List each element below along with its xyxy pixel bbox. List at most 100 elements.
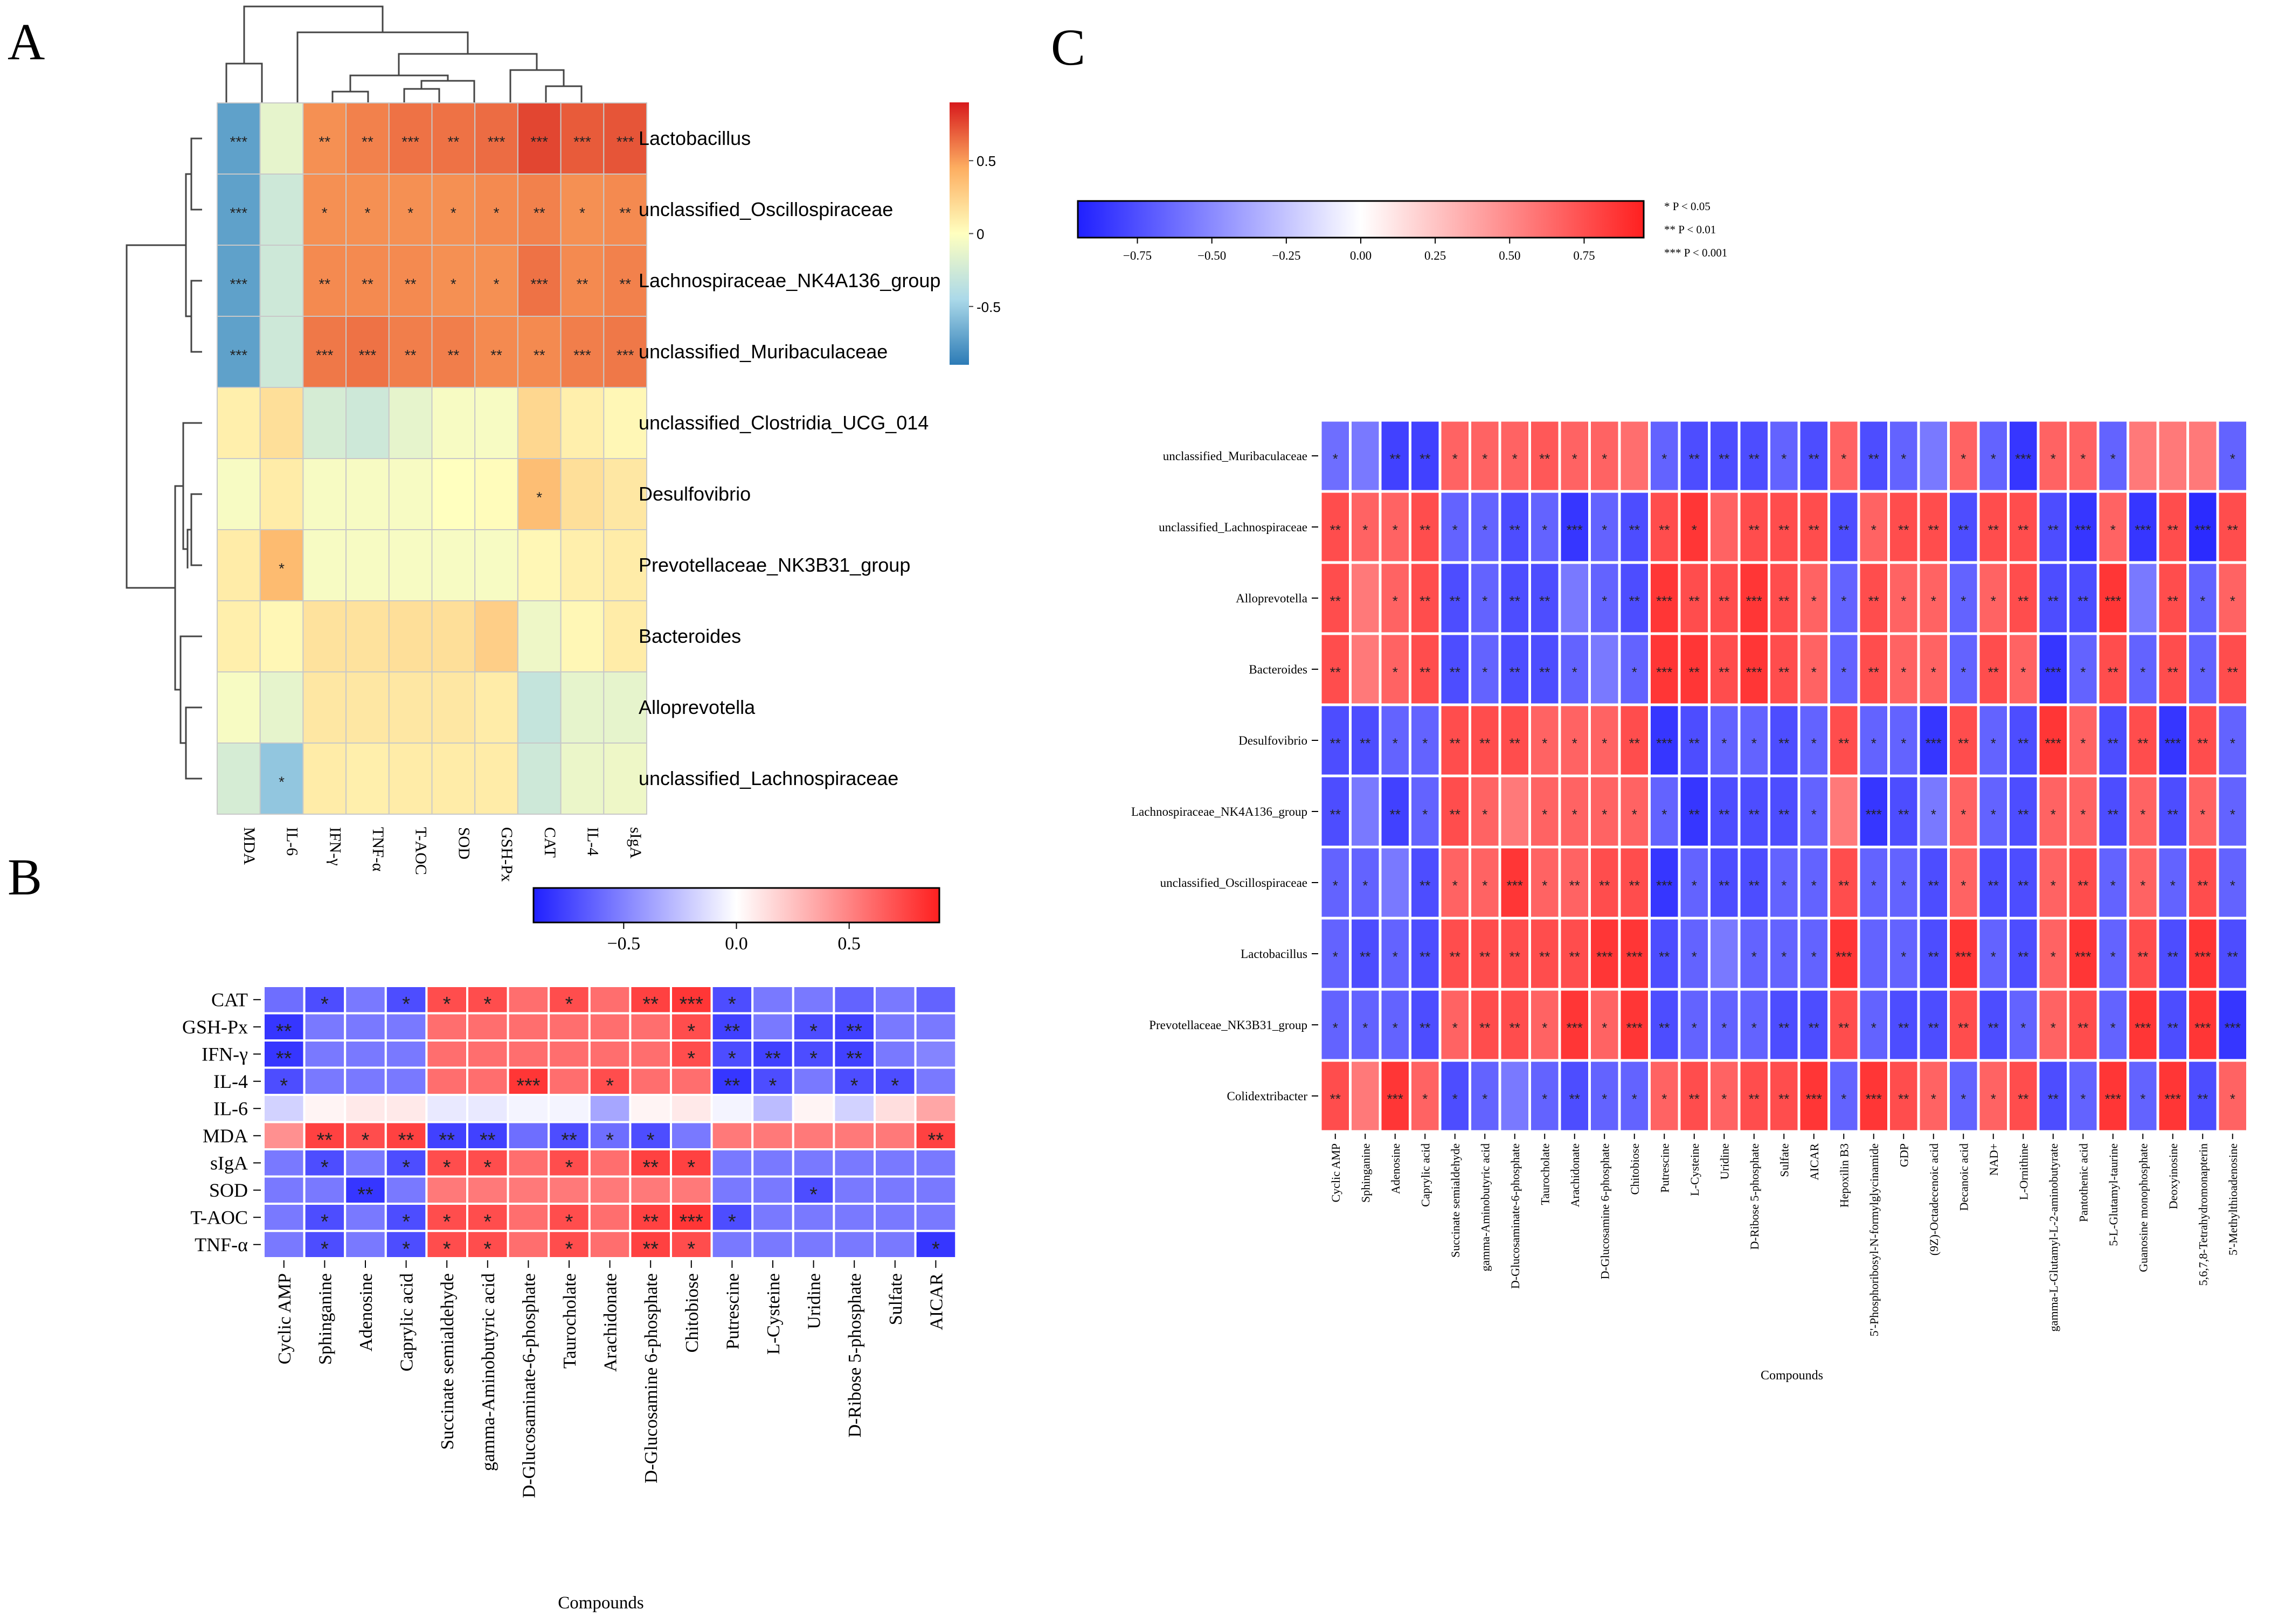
column-label: IL-4 xyxy=(584,827,601,856)
significance-mark: * xyxy=(1781,450,1787,467)
heatmap-cell xyxy=(1498,774,1531,849)
heatmap-cell xyxy=(217,742,261,815)
significance-mark: ** xyxy=(1988,664,1999,680)
heatmap-cell xyxy=(914,1039,958,1069)
significance-mark: ** xyxy=(317,1129,333,1152)
significance-mark: * xyxy=(1482,593,1487,609)
significance-mark: ** xyxy=(1510,735,1520,751)
significance-mark: ** xyxy=(1809,1019,1819,1036)
significance-mark: ** xyxy=(1569,1091,1580,1107)
significance-mark: ** xyxy=(1689,664,1700,680)
heatmap-cell xyxy=(751,985,794,1015)
significance-mark: * xyxy=(1542,1019,1547,1036)
row-label: TNF-α xyxy=(195,1234,248,1255)
legend-p005: * P < 0.05 xyxy=(1664,200,1711,213)
heatmap-cell xyxy=(507,1148,550,1178)
significance-mark: * xyxy=(483,1156,491,1179)
significance-mark: ** xyxy=(1629,522,1640,538)
panel-label-b: B xyxy=(8,848,42,906)
column-label: 5-L-Glutamyl-taurine xyxy=(2107,1143,2120,1246)
column-label: D-Glucosamine 6-phosphate xyxy=(641,1273,661,1483)
row-label: unclassified_Lachnospiraceae xyxy=(639,767,898,789)
heatmap-cell xyxy=(302,102,347,175)
column-label: Putrescine xyxy=(1658,1143,1671,1193)
significance-mark: *** xyxy=(617,346,634,363)
heatmap-cell xyxy=(217,245,261,317)
column-label: 5'-Methylthioadenosine xyxy=(2226,1143,2240,1255)
heatmap-cell xyxy=(670,985,713,1015)
significance-mark: ** xyxy=(1719,664,1729,680)
heatmap-cell xyxy=(474,458,518,530)
heatmap-cell xyxy=(507,1121,550,1150)
significance-mark: ** xyxy=(405,346,417,363)
heatmap-cell xyxy=(874,1012,917,1042)
heatmap-cell xyxy=(670,1175,713,1205)
significance-mark: ** xyxy=(619,275,631,292)
heatmap-cell xyxy=(914,1121,958,1150)
significance-mark: * xyxy=(1632,1091,1637,1107)
significance-mark: ** xyxy=(846,1021,862,1043)
significance-mark: ** xyxy=(1420,450,1430,467)
heatmap-cell xyxy=(517,742,562,815)
heatmap-cell xyxy=(345,600,390,672)
heatmap-cell xyxy=(1648,419,1681,493)
significance-mark: * xyxy=(1871,735,1877,751)
significance-mark: ** xyxy=(1420,948,1430,964)
column-label: IFN-γ xyxy=(326,827,344,866)
significance-mark: ** xyxy=(1330,806,1341,822)
significance-mark: * xyxy=(1901,664,1906,680)
significance-mark: *** xyxy=(1656,664,1672,680)
heatmap-cell xyxy=(425,1039,469,1069)
heatmap-cell xyxy=(1947,917,1980,991)
significance-mark: *** xyxy=(359,346,377,363)
colorbar-tick-label: 0.0 xyxy=(725,934,748,954)
heatmap-cell xyxy=(517,671,562,744)
significance-mark: ** xyxy=(2108,664,2118,680)
significance-mark: * xyxy=(1692,522,1697,538)
heatmap-cell xyxy=(548,1066,591,1096)
column-label: CAT xyxy=(541,827,559,858)
column-label: L-Cysteine xyxy=(764,1273,784,1355)
heatmap-cell xyxy=(874,1039,917,1069)
heatmap-cell xyxy=(474,671,518,744)
column-label: D-Glucosaminate-6-phosphate xyxy=(519,1273,539,1498)
heatmap-cell xyxy=(384,1175,428,1205)
heatmap-cell xyxy=(259,387,304,459)
column-label: 5,6,7,8-Tetrahydromonapterin xyxy=(2196,1143,2210,1286)
significance-mark: * xyxy=(402,993,410,1016)
heatmap-cell xyxy=(588,1175,632,1205)
column-label: Adenosine xyxy=(1389,1143,1402,1194)
significance-mark: * xyxy=(1871,1019,1877,1036)
significance-mark: ** xyxy=(1928,877,1939,893)
panel-a-column-dendrogram xyxy=(225,5,583,102)
significance-mark: ** xyxy=(276,1021,292,1043)
significance-mark: * xyxy=(565,1211,573,1233)
heatmap-cell xyxy=(388,529,433,601)
significance-mark: ** xyxy=(1838,735,1849,751)
significance-mark: *** xyxy=(2194,1019,2211,1036)
heatmap-cell xyxy=(1498,917,1531,991)
row-label: IL-4 xyxy=(213,1071,248,1092)
heatmap-cell xyxy=(259,245,304,317)
significance-mark: * xyxy=(1841,664,1846,680)
heatmap-cell xyxy=(2037,703,2069,778)
significance-mark: * xyxy=(1661,806,1667,822)
significance-mark: ** xyxy=(1330,522,1341,538)
significance-mark: *** xyxy=(1567,522,1583,538)
significance-mark: ** xyxy=(1479,1019,1490,1036)
heatmap-cell xyxy=(303,1175,347,1205)
significance-mark: * xyxy=(1781,948,1787,964)
heatmap-cell xyxy=(259,102,304,175)
significance-mark: * xyxy=(1602,735,1607,751)
heatmap-cell xyxy=(431,458,476,530)
heatmap-cell xyxy=(302,245,347,317)
column-label: Arachidonate xyxy=(1568,1143,1582,1207)
significance-mark: * xyxy=(1452,450,1458,467)
significance-mark: ** xyxy=(1510,664,1520,680)
significance-mark: * xyxy=(1632,664,1637,680)
heatmap-cell xyxy=(474,102,518,175)
heatmap-cell xyxy=(914,1094,958,1123)
heatmap-cell xyxy=(833,985,876,1015)
heatmap-cell xyxy=(2067,774,2100,849)
